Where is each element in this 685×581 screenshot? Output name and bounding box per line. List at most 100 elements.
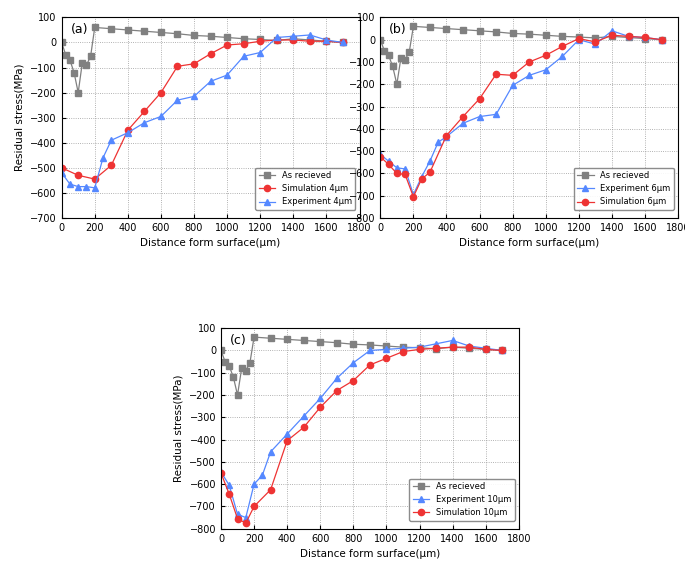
Simulation 4μm xyxy=(58,164,66,171)
Experiment 4μm xyxy=(273,34,281,41)
Experiment 4μm xyxy=(74,183,82,190)
Simulation 4μm xyxy=(190,60,198,67)
Text: (c): (c) xyxy=(230,334,247,347)
Simulation 4μm xyxy=(240,40,248,47)
Experiment 6μm xyxy=(401,166,409,173)
As recieved xyxy=(140,28,149,35)
Simulation 10μm xyxy=(250,503,258,510)
As recieved xyxy=(86,53,95,60)
As recieved xyxy=(333,339,341,346)
Line: Experiment 6μm: Experiment 6μm xyxy=(377,28,664,198)
Experiment 6μm xyxy=(641,34,649,41)
As recieved xyxy=(498,347,506,354)
As recieved xyxy=(575,34,583,41)
As recieved xyxy=(107,25,115,32)
Experiment 6μm xyxy=(625,33,633,40)
Experiment 10μm xyxy=(482,345,490,352)
Experiment 10μm xyxy=(465,343,473,350)
As recieved xyxy=(558,33,566,40)
As recieved xyxy=(397,54,405,61)
Y-axis label: Residual stress(MPa): Residual stress(MPa) xyxy=(14,64,25,171)
Experiment 6μm xyxy=(591,41,599,48)
Experiment 6μm xyxy=(376,151,384,158)
As recieved xyxy=(238,365,246,372)
As recieved xyxy=(349,341,358,348)
Experiment 6μm xyxy=(558,53,566,60)
As recieved xyxy=(459,26,467,33)
As recieved xyxy=(465,345,473,352)
Experiment 4μm xyxy=(173,96,182,103)
Simulation 10μm xyxy=(399,348,407,355)
As recieved xyxy=(229,374,238,381)
Experiment 4μm xyxy=(289,33,297,40)
Simulation 6μm xyxy=(459,113,467,120)
Experiment 6μm xyxy=(384,157,393,164)
As recieved xyxy=(393,81,401,88)
Experiment 6μm xyxy=(418,173,426,180)
Simulation 10μm xyxy=(217,469,225,476)
Experiment 6μm xyxy=(525,72,534,79)
As recieved xyxy=(376,36,384,43)
As recieved xyxy=(409,23,417,30)
Simulation 4μm xyxy=(323,38,331,45)
As recieved xyxy=(234,392,242,399)
Experiment 10μm xyxy=(399,345,407,352)
As recieved xyxy=(66,56,74,63)
As recieved xyxy=(316,338,325,345)
X-axis label: Distance form surface(μm): Distance form surface(μm) xyxy=(140,238,281,248)
Simulation 6μm xyxy=(608,32,616,39)
Simulation 6μm xyxy=(418,175,426,182)
Experiment 6μm xyxy=(426,157,434,164)
As recieved xyxy=(74,89,82,96)
Experiment 6μm xyxy=(608,27,616,34)
Simulation 10μm xyxy=(349,377,358,384)
As recieved xyxy=(62,52,70,59)
As recieved xyxy=(58,39,66,46)
Experiment 10μm xyxy=(250,480,258,487)
Simulation 6μm xyxy=(401,171,409,178)
X-axis label: Distance form surface(μm): Distance form surface(μm) xyxy=(459,238,599,248)
As recieved xyxy=(78,59,86,66)
Line: Simulation 4μm: Simulation 4μm xyxy=(58,37,346,182)
Experiment 4μm xyxy=(240,53,248,60)
As recieved xyxy=(591,34,599,41)
Experiment 4μm xyxy=(223,71,232,78)
Simulation 6μm xyxy=(492,71,500,78)
Experiment 4μm xyxy=(124,129,132,136)
As recieved xyxy=(90,24,99,31)
As recieved xyxy=(250,333,258,340)
Experiment 6μm xyxy=(434,139,443,146)
As recieved xyxy=(299,337,308,344)
Experiment 4μm xyxy=(140,119,149,126)
Simulation 10μm xyxy=(366,361,374,368)
Experiment 4μm xyxy=(206,78,214,85)
Experiment 10μm xyxy=(217,468,225,475)
As recieved xyxy=(82,62,90,69)
Experiment 4μm xyxy=(157,113,165,120)
Experiment 10μm xyxy=(266,449,275,456)
Simulation 6μm xyxy=(376,153,384,160)
As recieved xyxy=(323,38,331,45)
Simulation 4μm xyxy=(90,175,99,182)
Experiment 10μm xyxy=(234,511,242,518)
Line: As recieved: As recieved xyxy=(218,334,506,398)
As recieved xyxy=(256,36,264,43)
Simulation 6μm xyxy=(393,170,401,177)
Experiment 6μm xyxy=(409,191,417,198)
Simulation 6μm xyxy=(641,34,649,41)
Simulation 6μm xyxy=(625,33,633,40)
As recieved xyxy=(366,342,374,349)
As recieved xyxy=(225,363,234,370)
Line: As recieved: As recieved xyxy=(377,23,664,87)
Experiment 6μm xyxy=(475,113,484,120)
Simulation 4μm xyxy=(140,108,149,115)
Experiment 10μm xyxy=(258,472,266,479)
Simulation 6μm xyxy=(542,52,550,59)
Simulation 4μm xyxy=(206,51,214,58)
As recieved xyxy=(449,343,457,350)
Simulation 10μm xyxy=(432,345,440,352)
Legend: As recieved, Experiment 6μm, Simulation 6μm: As recieved, Experiment 6μm, Simulation … xyxy=(574,168,674,210)
Experiment 10μm xyxy=(415,343,423,350)
As recieved xyxy=(242,367,250,374)
Experiment 4μm xyxy=(107,137,115,144)
